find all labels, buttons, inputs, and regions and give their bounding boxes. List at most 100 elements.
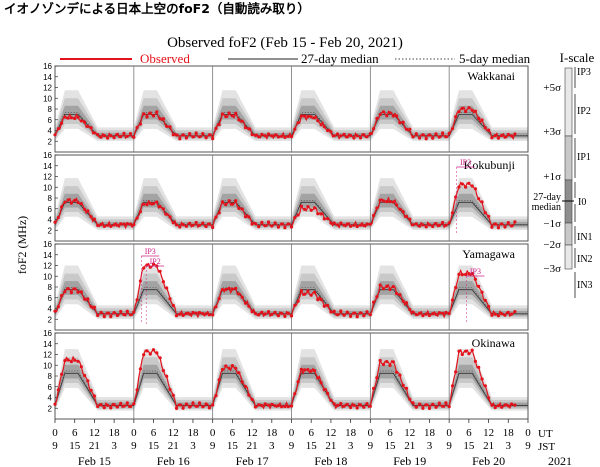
- observed-point: [312, 290, 317, 294]
- x-tick-label-jst: 3: [190, 440, 196, 452]
- observed-point: [270, 402, 274, 406]
- observed-point: [434, 312, 438, 316]
- observed-point: [303, 207, 307, 211]
- observed-point: [270, 134, 274, 138]
- observed-point: [86, 297, 90, 301]
- observed-point: [490, 403, 494, 407]
- y-tick-label: 12: [43, 84, 52, 93]
- observed-point: [253, 405, 257, 409]
- observed-point: [220, 367, 225, 372]
- observed-point: [115, 223, 119, 227]
- y-tick-label: 16: [43, 151, 52, 160]
- observed-point: [293, 216, 297, 220]
- observed-point: [89, 305, 93, 309]
- observed-point: [316, 212, 320, 216]
- observed-point: [506, 404, 510, 408]
- observed-point: [276, 404, 280, 408]
- observed-point: [345, 402, 349, 406]
- observed-point: [441, 404, 445, 408]
- observed-point: [395, 370, 399, 374]
- observed-point: [293, 303, 297, 307]
- observed-point: [500, 133, 504, 138]
- observed-point: [178, 137, 182, 141]
- observed-point: [293, 392, 297, 396]
- observed-point: [214, 394, 218, 398]
- observed-point: [467, 181, 471, 185]
- observed-point: [286, 134, 290, 138]
- observed-point: [457, 272, 461, 276]
- observed-point: [513, 403, 517, 407]
- iscale-level-ip1: IP1: [577, 152, 591, 163]
- observed-point: [266, 132, 271, 136]
- observed-point: [362, 405, 366, 409]
- observed-point: [312, 116, 317, 120]
- observed-point: [454, 370, 458, 374]
- observed-point: [375, 376, 379, 380]
- observed-point: [112, 403, 116, 407]
- observed-point: [381, 287, 386, 291]
- observed-point: [263, 402, 267, 406]
- observed-point: [171, 133, 175, 137]
- observed-point: [174, 314, 179, 318]
- observed-point: [138, 122, 142, 126]
- observed-point: [243, 126, 248, 130]
- observed-point: [217, 123, 221, 127]
- observed-point: [424, 312, 428, 316]
- observed-point: [385, 114, 389, 118]
- observed-point: [273, 310, 277, 314]
- observed-point: [345, 310, 349, 314]
- observed-point: [490, 136, 494, 140]
- y-tick-label: 4: [48, 305, 53, 314]
- observed-point: [470, 272, 474, 276]
- observed-point: [96, 133, 100, 137]
- observed-point: [414, 405, 418, 409]
- observed-point: [145, 349, 149, 353]
- observed-point: [158, 117, 162, 121]
- observed-point: [460, 273, 464, 277]
- observed-point: [421, 133, 425, 137]
- observed-point: [395, 114, 399, 118]
- observed-point: [188, 405, 192, 409]
- observed-point: [194, 311, 198, 315]
- observed-point: [96, 313, 100, 318]
- x-tick-label-jst: 9: [368, 440, 374, 452]
- observed-point: [293, 127, 297, 131]
- observed-point: [358, 403, 363, 407]
- observed-point: [319, 381, 323, 385]
- observed-point: [503, 313, 507, 317]
- observed-point: [362, 133, 366, 137]
- observed-point: [99, 135, 103, 139]
- iscale-level-in1: IN1: [577, 232, 593, 243]
- observed-point: [56, 305, 60, 309]
- x-tick-label-ut: 0: [446, 427, 452, 439]
- observed-point: [401, 383, 405, 387]
- observed-point: [332, 309, 336, 313]
- observed-point: [217, 378, 221, 382]
- observed-point: [358, 136, 363, 140]
- observed-point: [99, 222, 103, 226]
- observed-point: [142, 353, 146, 357]
- observed-point: [53, 309, 57, 313]
- observed-point: [220, 200, 225, 204]
- observed-point: [319, 123, 323, 127]
- observed-point: [418, 136, 422, 140]
- observed-point: [197, 311, 202, 315]
- observed-point: [76, 290, 80, 294]
- observed-point: [191, 310, 195, 315]
- observed-point: [263, 134, 267, 138]
- observed-point: [138, 210, 142, 214]
- observed-point: [276, 314, 280, 318]
- observed-point: [273, 404, 277, 408]
- observed-point: [309, 369, 313, 373]
- observed-point: [230, 114, 234, 118]
- observed-point: [299, 114, 303, 118]
- observed-point: [431, 312, 435, 316]
- observed-point: [63, 200, 67, 204]
- y-tick-label: 2: [48, 404, 53, 413]
- observed-point: [326, 391, 330, 395]
- observed-point: [464, 109, 468, 114]
- observed-point: [69, 201, 73, 205]
- observed-point: [237, 206, 241, 210]
- observed-point: [132, 310, 136, 314]
